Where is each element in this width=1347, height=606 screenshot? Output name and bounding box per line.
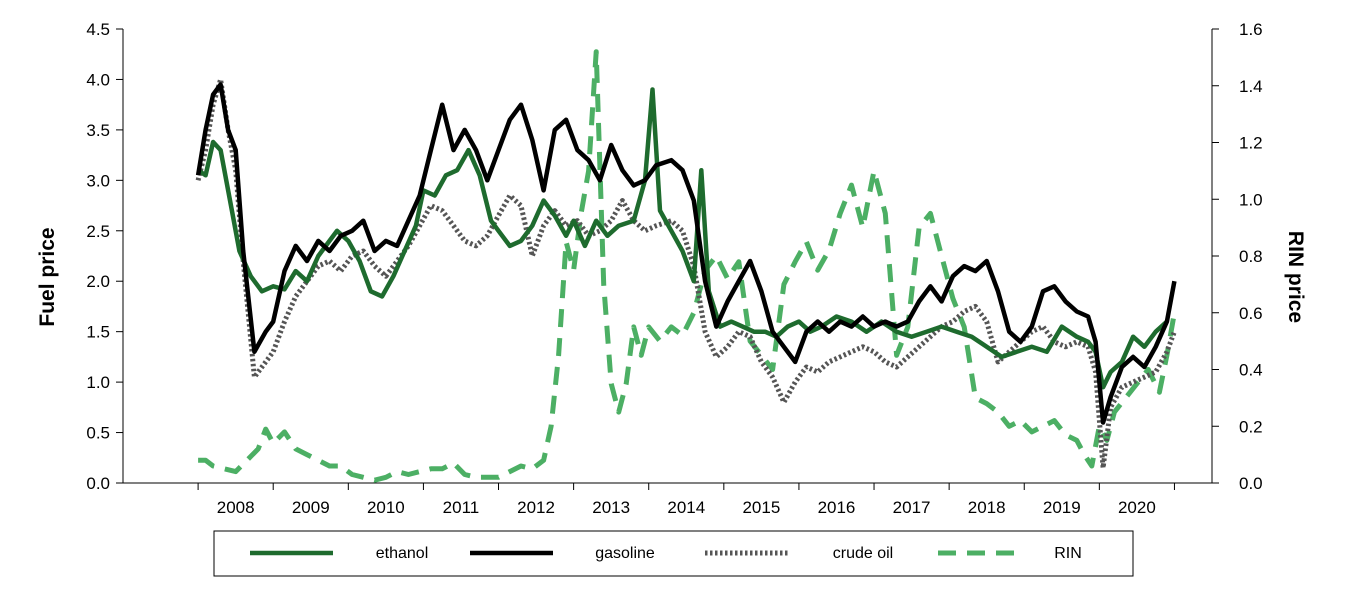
x-tick-label: 2010 [367, 498, 405, 517]
x-tick-label: 2014 [667, 498, 705, 517]
y2-tick-label: 0.2 [1239, 417, 1263, 436]
x-tick-label: 2017 [893, 498, 931, 517]
x-tick-label: 2018 [968, 498, 1006, 517]
y-tick-label: 4.0 [86, 70, 110, 89]
y-tick-label: 2.5 [86, 222, 110, 241]
x-tick-label: 2009 [292, 498, 330, 517]
legend-label-rin: RIN [1054, 545, 1082, 562]
series-line-crude-oil [195, 76, 1177, 471]
x-tick-label: 2013 [592, 498, 630, 517]
y2-tick-label: 1.6 [1239, 20, 1263, 39]
legend-label-ethanol: ethanol [376, 545, 429, 562]
y2-tick-label: 0.8 [1239, 247, 1263, 266]
y2-tick-label: 0.4 [1239, 361, 1263, 380]
y2-tick-label: 0.6 [1239, 304, 1263, 323]
y-tick-label: 0.0 [86, 474, 110, 493]
y-tick-label: 3.0 [86, 171, 110, 190]
y2-axis-title: RIN price [1284, 231, 1307, 323]
x-tick-label: 2011 [443, 498, 480, 517]
chart-axes: 0.0 0.5 1.0 1.5 2.0 2.5 3.0 3.5 4.0 4.5 0.0 0.2 0.4 0… [86, 20, 1262, 517]
y2-tick-label: 0.0 [1239, 474, 1263, 493]
x-tick-label: 2019 [1043, 498, 1081, 517]
x-tick-label: 2016 [818, 498, 856, 517]
y-tick-label: 2.0 [86, 272, 110, 291]
legend: ethanol gasoline crude oil RIN [213, 530, 1134, 577]
series-line-ethanol [196, 87, 1169, 390]
x-tick-label: 2015 [742, 498, 780, 517]
y2-tick-label: 1.2 [1239, 134, 1263, 153]
y-axis-title: Fuel price [36, 227, 59, 326]
x-tick-label: 2020 [1118, 498, 1156, 517]
y-tick-label: 0.5 [86, 424, 110, 443]
x-tick-label: 2008 [217, 498, 255, 517]
legend-box [213, 530, 1134, 577]
series-line-rin [198, 49, 1177, 483]
series-line-gasoline [195, 82, 1177, 425]
y-tick-label: 3.5 [86, 121, 110, 140]
y-tick-label: 4.5 [86, 20, 110, 39]
y2-tick-label: 1.0 [1239, 190, 1263, 209]
plot-area [195, 49, 1177, 483]
legend-label-gasoline: gasoline [595, 545, 655, 562]
x-tick-label: 2012 [517, 498, 555, 517]
y-tick-label: 1.5 [86, 323, 110, 342]
y2-tick-label: 1.4 [1239, 77, 1263, 96]
legend-label-crude-oil: crude oil [833, 545, 893, 562]
y-tick-label: 1.0 [86, 373, 110, 392]
